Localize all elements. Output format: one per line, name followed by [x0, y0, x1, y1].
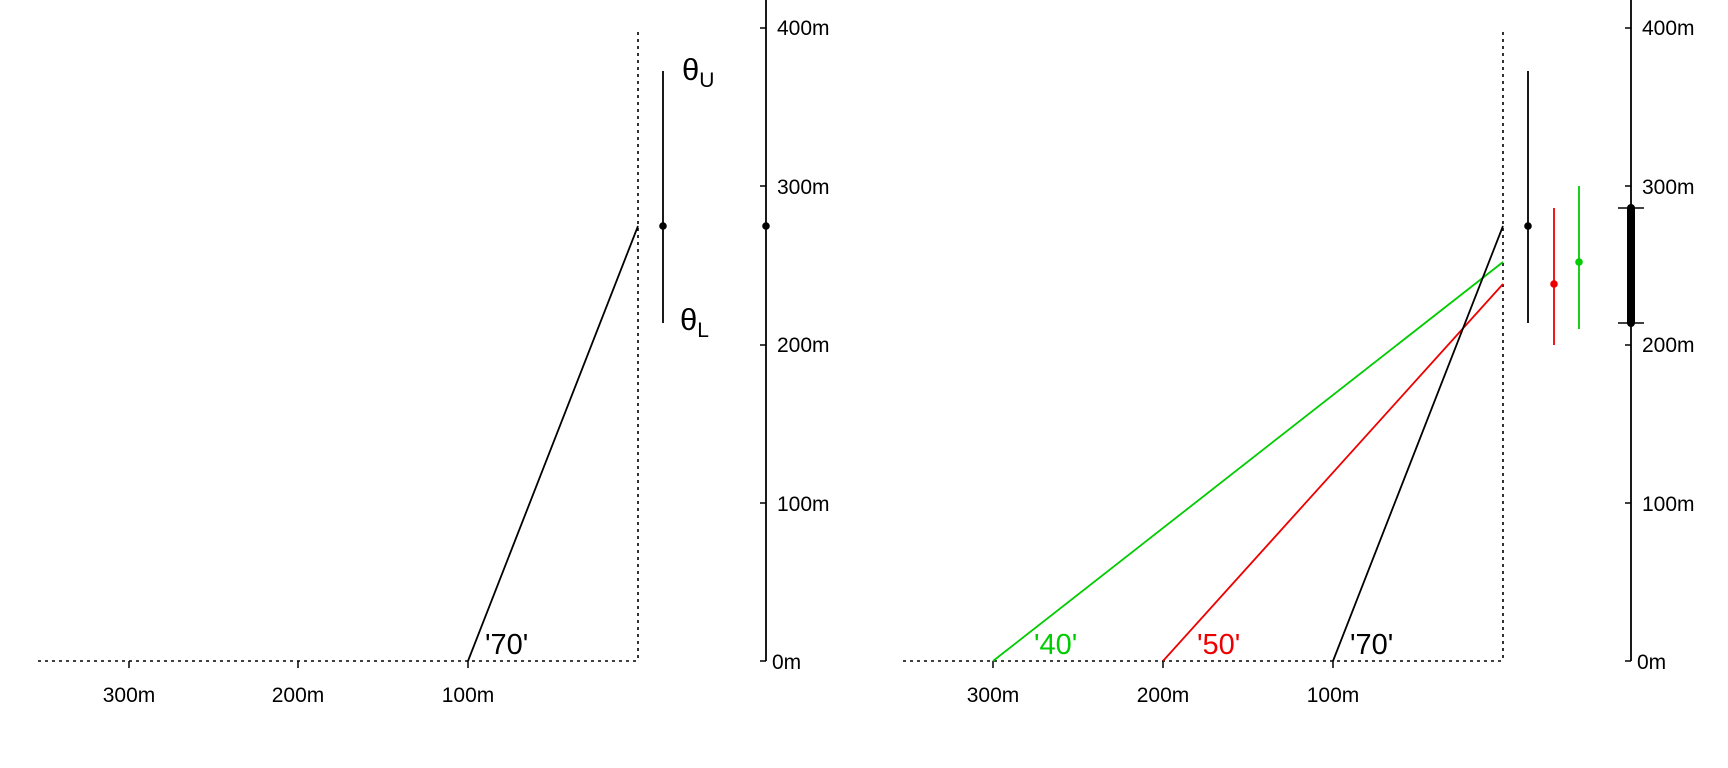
right-line-label-50: '50' — [1197, 629, 1240, 661]
combined-range-bar — [1627, 208, 1635, 323]
right-line-70 — [1332, 225, 1504, 662]
theta-upper-symbol: θ — [682, 52, 699, 87]
left-y-tick-label-100m: 100m — [777, 493, 830, 516]
theta-upper-label: θU — [682, 52, 714, 92]
left-line-label-70: '70' — [485, 629, 528, 661]
theta-upper-subscript: U — [699, 69, 714, 92]
right-x-tick-label-200m: 200m — [1137, 684, 1190, 707]
right-line-50 — [1162, 283, 1504, 662]
left-line-70 — [467, 225, 639, 662]
right-x-tick-label-300m: 300m — [967, 684, 1020, 707]
left-y-tick-label-300m: 300m — [777, 176, 830, 199]
left-x-tick-label-100m: 100m — [442, 684, 495, 707]
right-panel: 300m 200m 100m '40' '50' '70' 400m 300m … — [903, 0, 1695, 707]
right-range-bar-green-dot — [1575, 258, 1583, 266]
right-y-tick-label-0m: 0m — [1637, 651, 1666, 674]
right-y-tick-label-100m: 100m — [1642, 493, 1695, 516]
left-y-tick-label-200m: 200m — [777, 334, 830, 357]
left-axis-point — [762, 222, 770, 230]
right-y-tick-label-200m: 200m — [1642, 334, 1695, 357]
right-line-label-40: '40' — [1034, 629, 1077, 661]
right-range-bar-black-dot — [1524, 222, 1532, 230]
left-x-tick-label-300m: 300m — [103, 684, 156, 707]
left-y-tick-label-0m: 0m — [772, 651, 801, 674]
right-range-bar-red-dot — [1550, 280, 1558, 288]
combined-range-bottom-dot — [1627, 319, 1635, 327]
theta-lower-symbol: θ — [680, 302, 697, 337]
right-line-40 — [992, 261, 1504, 662]
right-x-tick-label-100m: 100m — [1307, 684, 1360, 707]
left-panel: 300m 200m 100m '70' θU θL 400m 300m 200m… — [38, 0, 830, 707]
combined-range-top-dot — [1627, 204, 1635, 212]
theta-lower-subscript: L — [697, 319, 709, 342]
right-line-label-70: '70' — [1350, 629, 1393, 661]
left-x-tick-label-200m: 200m — [272, 684, 325, 707]
left-y-tick-label-400m: 400m — [777, 17, 830, 40]
right-y-tick-label-300m: 300m — [1642, 176, 1695, 199]
left-range-bar-center-dot — [659, 222, 667, 230]
right-y-tick-label-400m: 400m — [1642, 17, 1695, 40]
theta-lower-label: θL — [680, 302, 709, 342]
